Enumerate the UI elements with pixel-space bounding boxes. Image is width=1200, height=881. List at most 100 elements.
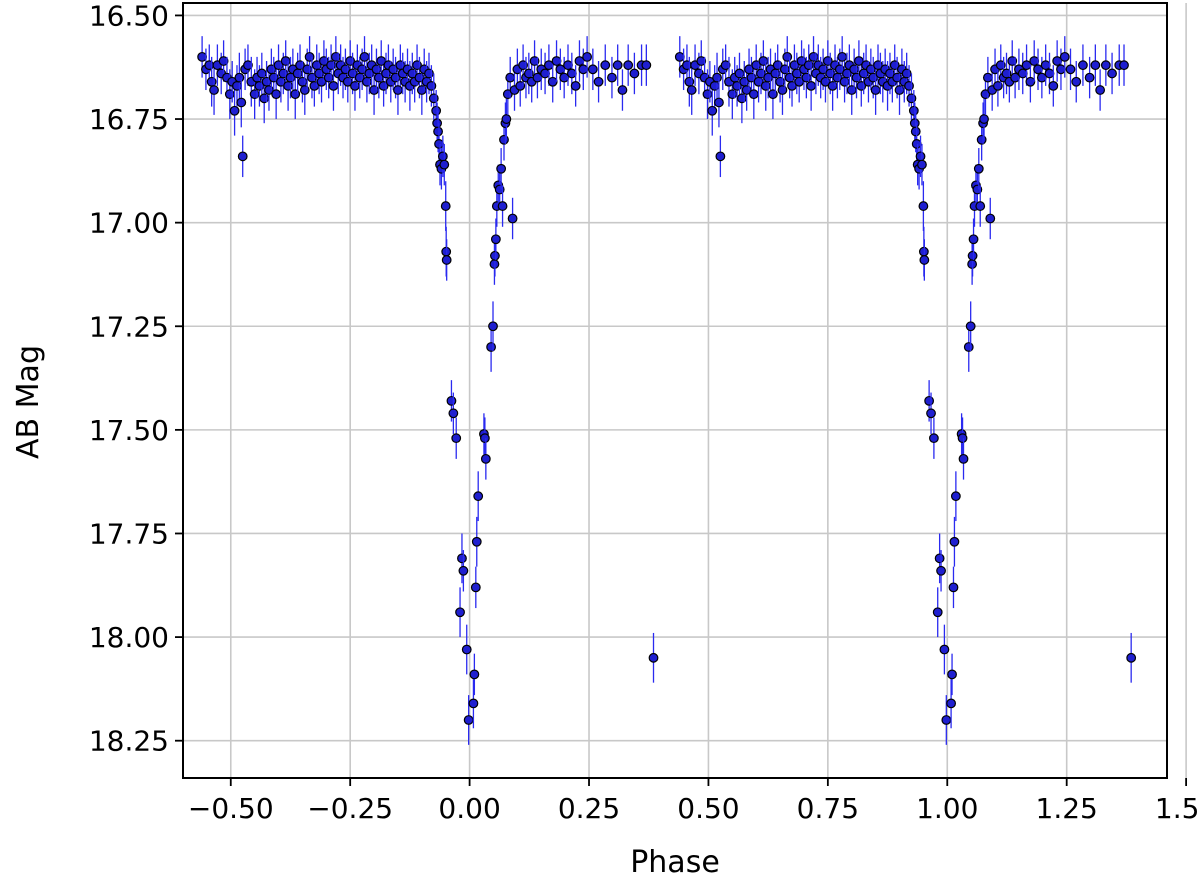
data-point (909, 118, 920, 129)
data-point (496, 163, 507, 174)
data-point (911, 139, 922, 149)
data-point (1090, 60, 1101, 71)
data-point (470, 582, 481, 593)
data-point (607, 72, 617, 83)
data-point (946, 698, 956, 709)
data-point (641, 60, 652, 71)
data-point (918, 201, 929, 211)
data-point (968, 234, 979, 245)
y-axis-label: AB Mag (11, 345, 46, 459)
data-point (455, 607, 465, 618)
data-point (547, 76, 558, 87)
data-point (563, 60, 573, 71)
data-point (1084, 72, 1095, 83)
data-point (1071, 76, 1082, 87)
data-point (197, 51, 208, 62)
data-point (587, 64, 598, 75)
data-point (593, 76, 604, 87)
data-point (1078, 60, 1088, 71)
data-point (479, 433, 490, 444)
data-point (932, 607, 943, 618)
data-point (432, 118, 443, 129)
y-tick-label: 17.00 (89, 207, 169, 240)
data-point (686, 85, 697, 95)
data-point (570, 80, 581, 91)
data-point (837, 51, 848, 62)
data-point (967, 250, 978, 261)
data-point (458, 565, 469, 576)
data-point (720, 60, 731, 71)
data-point (440, 201, 451, 211)
data-point (908, 105, 919, 116)
x-axis-label: Phase (630, 845, 720, 880)
y-tick-label: 17.25 (89, 310, 169, 343)
data-point (806, 80, 817, 91)
data-point (963, 342, 974, 352)
data-point (451, 433, 462, 444)
data-point (457, 553, 467, 564)
data-point (1056, 64, 1066, 75)
data-point (566, 68, 577, 79)
data-point (359, 51, 370, 62)
data-point (229, 105, 240, 116)
data-point (209, 85, 219, 95)
x-tick-label: 1.00 (916, 792, 978, 825)
data-point (480, 453, 491, 464)
data-point (439, 159, 450, 170)
y-tick-label: 18.00 (89, 621, 169, 654)
data-point (915, 151, 926, 162)
data-point (993, 80, 1003, 91)
data-point (957, 433, 968, 444)
data-point (551, 56, 562, 66)
data-point (505, 72, 516, 83)
data-point (936, 565, 946, 576)
data-point (434, 139, 444, 149)
plot-frame (182, 2, 1168, 779)
data-point (1059, 51, 1070, 62)
data-point (441, 255, 452, 265)
y-tick-label: 18.25 (89, 725, 169, 758)
data-point (271, 89, 282, 100)
data-point (707, 105, 718, 116)
data-point (910, 126, 921, 137)
data-point (1107, 68, 1117, 79)
data-point (934, 553, 945, 564)
data-point (1095, 85, 1106, 95)
x-tick-label: 1.25 (1036, 792, 1098, 825)
data-point (518, 60, 529, 71)
data-point (958, 453, 969, 464)
data-point (600, 60, 611, 71)
data-point (437, 151, 448, 162)
data-point (648, 652, 659, 663)
x-axis-ticks: −0.50 −0.25 0.00 0.25 0.50 0.75 1.00 1.25 1.50 (188, 778, 1200, 825)
data-point (941, 715, 952, 725)
data-point (236, 97, 247, 108)
data-point (965, 321, 976, 332)
data-point (948, 582, 959, 593)
data-point (431, 105, 442, 116)
x-tick-label: 0.25 (558, 792, 620, 825)
data-point (1048, 80, 1059, 91)
x-tick-label: 0.50 (677, 792, 739, 825)
data-point (501, 114, 512, 124)
data-point (919, 255, 930, 265)
y-tick-label: 17.75 (89, 517, 169, 550)
data-point (924, 395, 935, 406)
data-point (461, 644, 472, 655)
data-points (197, 36, 1137, 745)
data-point (917, 159, 927, 170)
data-point (949, 536, 960, 547)
data-point (1025, 76, 1036, 87)
data-point (973, 163, 984, 174)
data-point (540, 68, 550, 79)
data-point (523, 68, 534, 79)
data-point (490, 234, 501, 245)
data-point (507, 213, 518, 224)
data-point (985, 213, 996, 224)
data-point (748, 89, 759, 100)
data-point (1126, 652, 1137, 663)
data-point (486, 342, 496, 352)
data-point (928, 433, 939, 444)
y-tick-label: 16.75 (89, 103, 169, 136)
